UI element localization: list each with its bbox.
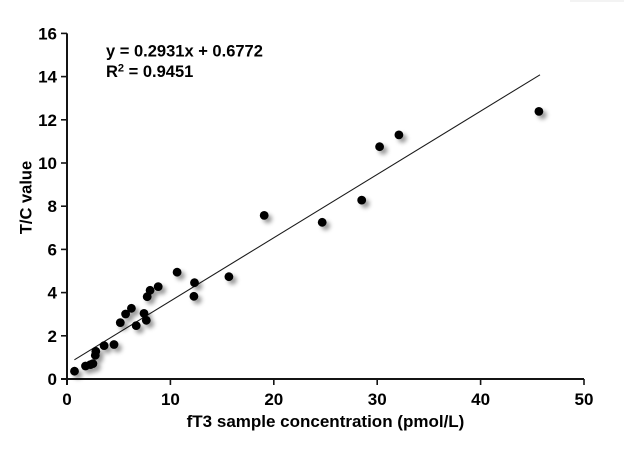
svg-text:40: 40: [471, 390, 490, 409]
svg-text:2: 2: [48, 327, 57, 346]
svg-text:50: 50: [575, 390, 594, 409]
svg-text:4: 4: [48, 284, 58, 303]
svg-text:fT3 sample concentration (pmol: fT3 sample concentration (pmol/L): [187, 412, 465, 431]
svg-text:14: 14: [38, 68, 57, 87]
svg-text:0: 0: [48, 370, 57, 389]
svg-text:R2 = 0.9451: R2 = 0.9451: [106, 63, 193, 82]
svg-text:10: 10: [38, 154, 57, 173]
svg-text:12: 12: [38, 111, 57, 130]
svg-text:T/C value: T/C value: [18, 161, 36, 234]
svg-text:16: 16: [38, 24, 57, 43]
svg-text:20: 20: [264, 390, 283, 409]
svg-text:0: 0: [62, 390, 71, 409]
svg-text:6: 6: [48, 240, 57, 259]
svg-text:10: 10: [161, 390, 180, 409]
svg-text:8: 8: [48, 197, 57, 216]
svg-text:30: 30: [368, 390, 387, 409]
svg-text:y = 0.2931x + 0.6772: y = 0.2931x + 0.6772: [106, 43, 263, 61]
